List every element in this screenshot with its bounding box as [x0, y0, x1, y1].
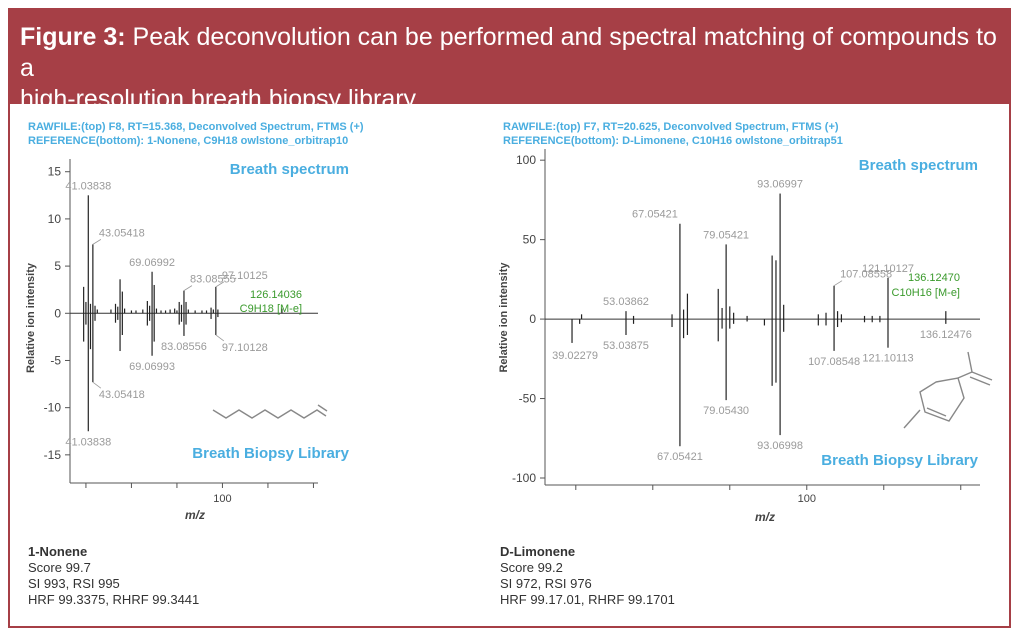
nonene-footer: 1-Nonene Score 99.7 SI 993, RSI 995 HRF …	[28, 544, 199, 608]
limonene-footer: D-Limonene Score 99.2 SI 972, RSI 976 HR…	[500, 544, 675, 608]
caption-line-2: high-resolution breath biopsy library.	[20, 85, 422, 113]
caption-line-1: Peak deconvolution can be performed and …	[20, 23, 997, 82]
limonene-name: D-Limonene	[500, 544, 576, 559]
figure-frame: Figure 3: Peak deconvolution can be perf…	[8, 8, 1011, 628]
nonene-hrf: HRF 99.3375, RHRF 99.3441	[28, 592, 200, 607]
figure-caption: Figure 3: Peak deconvolution can be perf…	[10, 10, 1009, 113]
nonene-name: 1-Nonene	[28, 544, 88, 559]
limonene-score: Score 99.2	[500, 560, 563, 575]
nonene-score: Score 99.7	[28, 560, 91, 575]
limonene-si: SI 972, RSI 976	[500, 576, 592, 591]
limonene-hrf: HRF 99.17.01, RHRF 99.1701	[500, 592, 675, 607]
figure-label: Figure 3:	[20, 23, 126, 51]
nonene-si: SI 993, RSI 995	[28, 576, 120, 591]
